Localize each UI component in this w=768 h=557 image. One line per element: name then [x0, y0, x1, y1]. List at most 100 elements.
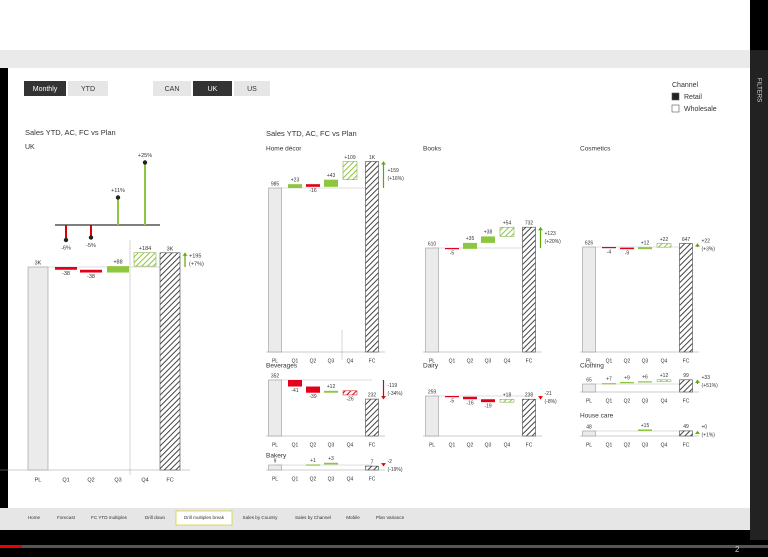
- category-label: PL: [272, 476, 278, 482]
- plan-bar: [268, 187, 282, 353]
- variance-label: (+7%): [189, 261, 204, 267]
- variance-arrowhead: [381, 396, 386, 400]
- panel-title: Clothing: [580, 363, 604, 370]
- category-label: Q4: [347, 476, 354, 482]
- toggle-button[interactable]: [153, 81, 191, 96]
- category-label: Q3: [328, 358, 335, 364]
- report-tab[interactable]: [20, 511, 48, 525]
- sidebar[interactable]: [750, 50, 768, 540]
- category-label: Q3: [114, 477, 121, 483]
- plan-bar: [425, 395, 439, 437]
- category-label: PL: [586, 398, 592, 404]
- legend-label[interactable]: Wholesale: [684, 106, 717, 113]
- variance-label: (+20%): [545, 239, 562, 245]
- forecast-bar: [365, 161, 379, 353]
- delta-bar: [55, 267, 77, 270]
- value-label: -19: [484, 404, 491, 410]
- value-label: -5: [450, 399, 455, 405]
- value-label: 9: [274, 458, 277, 464]
- pin-head: [63, 237, 69, 243]
- value-label: 232: [368, 392, 377, 398]
- legend-swatch[interactable]: [671, 92, 680, 101]
- report-tab-label[interactable]: Forecast: [57, 515, 76, 520]
- value-label: +22: [660, 237, 669, 243]
- variance-arrowhead: [695, 430, 700, 434]
- report-tab[interactable]: [175, 510, 233, 526]
- plan-bar: [582, 430, 596, 437]
- value-label: -39: [309, 394, 316, 400]
- forecast-bar: [365, 398, 379, 437]
- category-label: Q2: [310, 442, 317, 448]
- legend-title: Channel: [672, 82, 699, 89]
- main-subtitle: UK: [25, 144, 35, 151]
- value-label: 49: [683, 424, 689, 430]
- report-tab-label[interactable]: Plan Variance: [376, 515, 405, 520]
- report-tab-label[interactable]: FC YTD multiples: [91, 515, 128, 520]
- delta-bar: [463, 242, 477, 249]
- category-label: Q1: [292, 442, 299, 448]
- report-tab-label[interactable]: Drill multiples break: [184, 515, 225, 520]
- category-label: PL: [272, 442, 278, 448]
- variance-label: (+16%): [388, 176, 405, 182]
- category-label: Q1: [449, 442, 456, 448]
- report-tab[interactable]: [234, 511, 286, 525]
- report-tab[interactable]: [84, 511, 134, 525]
- category-label: Q4: [661, 358, 668, 364]
- value-label: +35: [466, 236, 475, 242]
- multiples-title: Sales YTD, AC, FC vs Plan: [266, 129, 357, 138]
- report-tab[interactable]: [52, 511, 80, 525]
- panel-title: Dairy: [423, 363, 439, 370]
- report-tab-label[interactable]: Drill down: [145, 515, 166, 520]
- category-label: Q2: [467, 442, 474, 448]
- report-tab[interactable]: [290, 511, 336, 525]
- delta-bar: [133, 252, 157, 267]
- category-label: Q3: [328, 476, 335, 482]
- report-tab-label[interactable]: Mobile: [346, 515, 360, 520]
- toggle-button[interactable]: [24, 81, 66, 96]
- variance-label: (-19%): [388, 467, 403, 473]
- forecast-bar: [159, 252, 181, 471]
- report-tab[interactable]: [370, 511, 410, 525]
- variance-label: (+51%): [702, 383, 719, 389]
- report-tab[interactable]: [138, 511, 172, 525]
- category-label: Q2: [467, 358, 474, 364]
- value-label: +1: [310, 458, 316, 464]
- progress-track: [0, 545, 768, 548]
- report-tab-label[interactable]: Home: [28, 515, 41, 520]
- category-label: Q4: [504, 358, 511, 364]
- category-label: Q2: [310, 358, 317, 364]
- category-label: FC: [683, 358, 690, 364]
- value-label: +12: [641, 240, 650, 246]
- legend-swatch[interactable]: [671, 104, 680, 113]
- toggle-button[interactable]: [68, 81, 108, 96]
- category-label: Q1: [606, 442, 613, 448]
- value-label: 985: [271, 181, 280, 187]
- value-label: +38: [484, 230, 493, 236]
- value-label: -9: [625, 251, 630, 257]
- main-title: Sales YTD, AC, FC vs Plan: [25, 128, 116, 137]
- value-label: +23: [291, 177, 300, 183]
- value-label: -16: [466, 401, 473, 407]
- pin-label: -5%: [86, 243, 96, 249]
- plan-bar: [268, 379, 282, 437]
- category-label: FC: [369, 358, 376, 364]
- category-label: Q1: [292, 358, 299, 364]
- variance-label: +0: [702, 424, 708, 430]
- delta-bar: [463, 396, 477, 400]
- toggle-button[interactable]: [234, 81, 270, 96]
- toggle-label: US: [247, 86, 257, 93]
- variance-label: (-8%): [545, 399, 558, 405]
- delta-bar: [602, 247, 616, 249]
- category-label: FC: [526, 358, 533, 364]
- value-label: 99: [683, 373, 689, 379]
- category-label: PL: [272, 358, 278, 364]
- legend-label[interactable]: Retail: [684, 94, 702, 101]
- plan-bar: [268, 464, 282, 471]
- report-tab[interactable]: [340, 511, 366, 525]
- value-label: +12: [660, 373, 669, 379]
- delta-bar: [638, 429, 652, 431]
- report-tab-label[interactable]: Sales by Channel: [295, 515, 331, 520]
- toggle-label: UK: [208, 86, 218, 93]
- toggle-button[interactable]: [193, 81, 232, 96]
- report-tab-label[interactable]: Sales by Country: [243, 515, 279, 520]
